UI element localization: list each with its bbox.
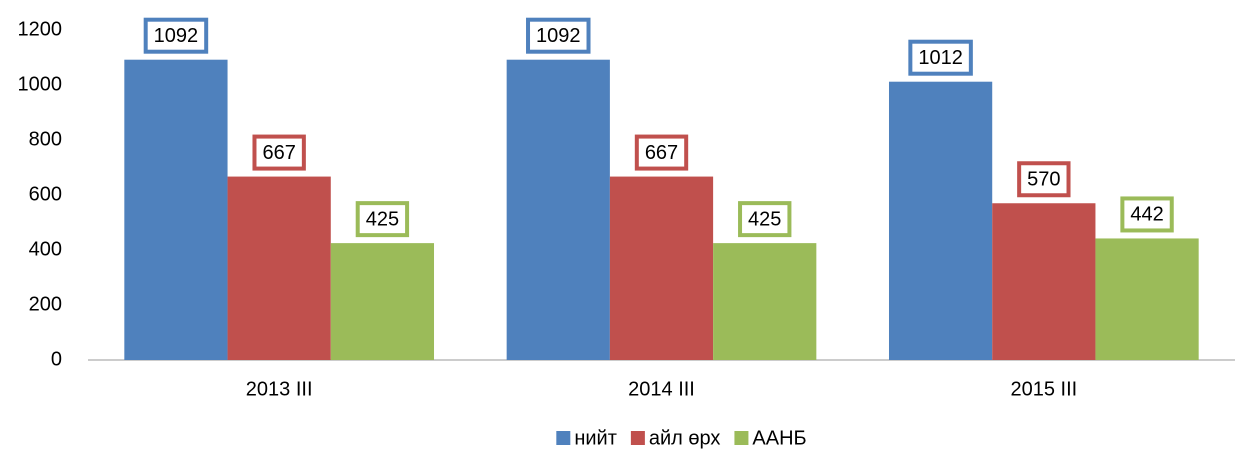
data-label: 667	[645, 142, 678, 164]
bar	[124, 59, 228, 360]
bar	[609, 176, 714, 360]
data-label: 1092	[536, 25, 581, 47]
data-label-box	[908, 39, 973, 76]
data-label-box	[1120, 196, 1174, 233]
y-tick-label: 1200	[18, 18, 63, 40]
data-label-box	[1017, 161, 1071, 198]
x-tick-label: 2013 III	[246, 378, 313, 400]
data-label: 425	[366, 208, 399, 230]
y-tick-label: 0	[51, 348, 62, 370]
data-label: 442	[1130, 204, 1163, 226]
bar	[888, 81, 993, 360]
x-tick-label: 2014 III	[628, 378, 695, 400]
data-label-box	[738, 201, 792, 238]
bar	[330, 243, 435, 360]
data-label-box	[526, 17, 591, 54]
legend-swatch	[556, 431, 571, 445]
y-tick-label: 800	[29, 128, 62, 150]
bar	[1095, 238, 1199, 360]
legend-swatch	[630, 431, 645, 445]
bar	[506, 59, 610, 360]
data-label: 667	[262, 142, 295, 164]
y-tick-label: 1000	[18, 73, 63, 95]
data-label: 570	[1027, 169, 1060, 191]
x-tick-label: 2015 III	[1010, 378, 1077, 400]
data-label: 1012	[918, 47, 963, 69]
data-label-box	[355, 201, 410, 238]
data-label-box	[634, 134, 689, 171]
bar	[992, 203, 1096, 360]
data-label: 425	[748, 208, 781, 230]
bar	[227, 176, 331, 360]
y-tick-label: 200	[29, 293, 62, 315]
legend-swatch	[734, 431, 749, 445]
data-label: 1092	[154, 25, 199, 47]
bar	[713, 243, 817, 360]
legend-label: ААНБ	[752, 427, 806, 449]
y-tick-label: 600	[29, 183, 62, 205]
legend-label: нийт	[574, 427, 617, 449]
data-label-box	[143, 17, 209, 54]
data-label-box	[252, 134, 306, 171]
y-tick-label: 400	[29, 238, 62, 260]
legend-label: айл өрх	[649, 427, 721, 449]
